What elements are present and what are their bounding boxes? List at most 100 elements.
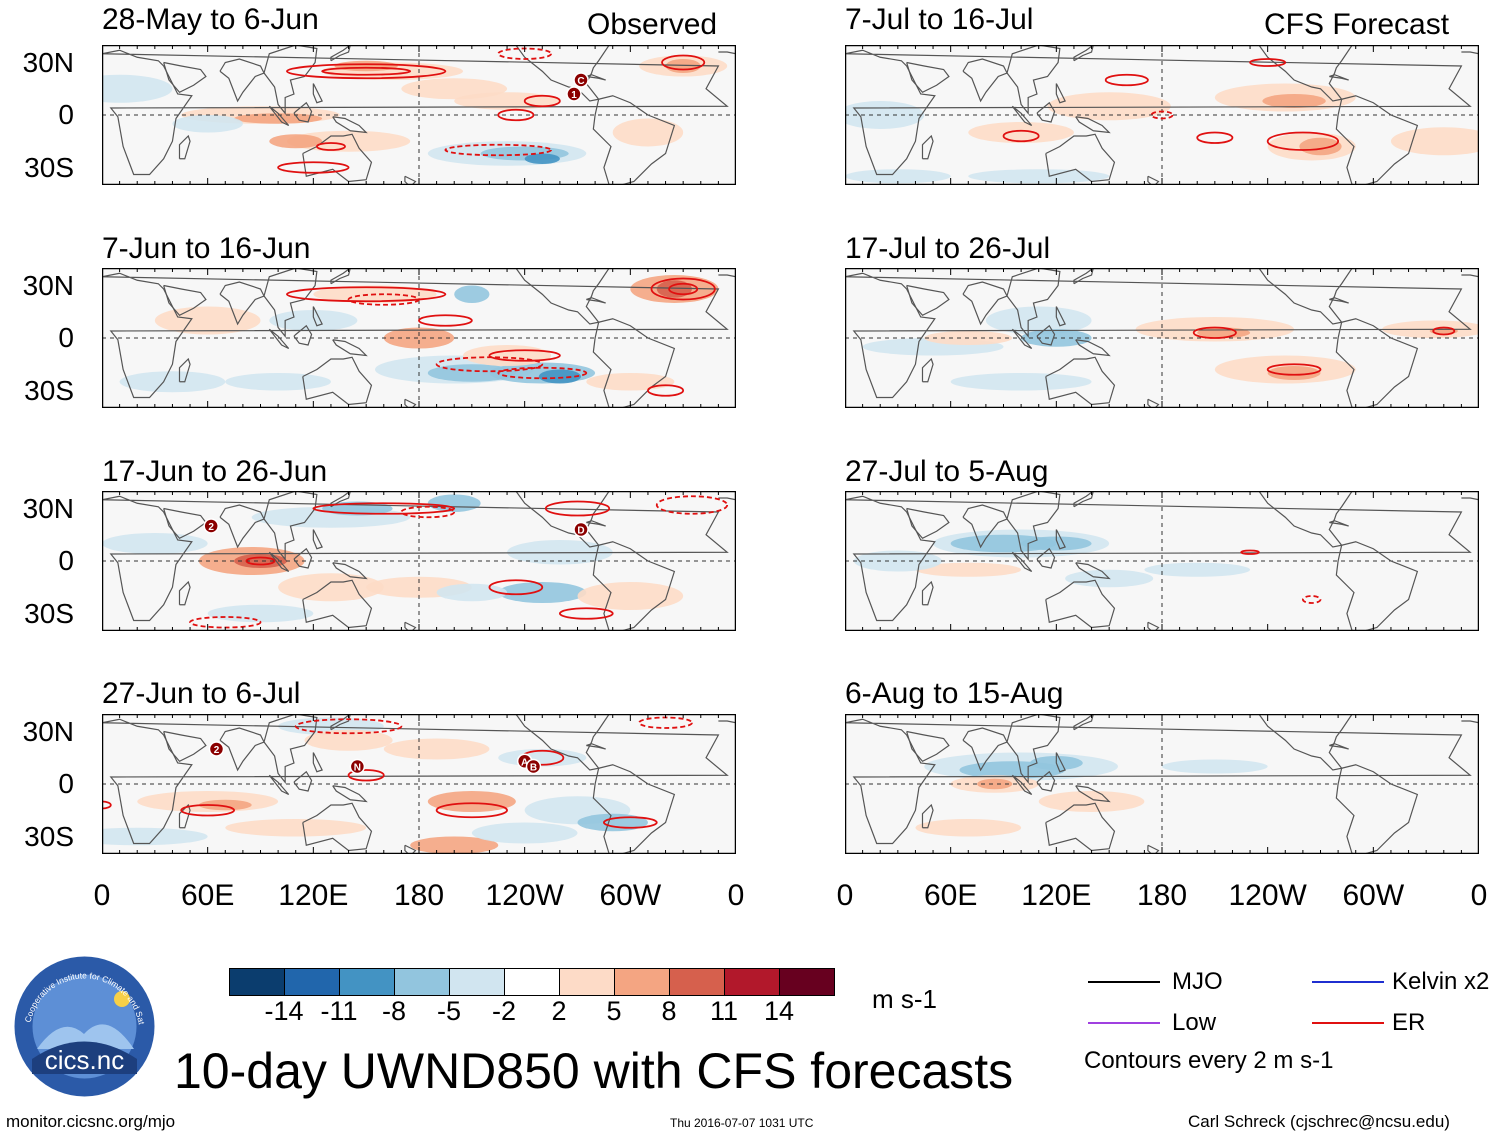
anomaly-patch [234, 113, 323, 124]
forecast-panel-4 [845, 714, 1479, 854]
er-contour [286, 63, 447, 80]
colorbar-tick-label: 14 [763, 996, 795, 1026]
anomaly-patch [119, 371, 226, 393]
colorbar-swatch [284, 969, 339, 995]
storm-marker: 1 [566, 86, 582, 102]
coastline [1073, 714, 1094, 731]
lon-label: 0 [836, 879, 854, 912]
coastline [1006, 714, 1061, 784]
er-contour [315, 142, 346, 151]
coastline [1461, 497, 1479, 501]
er-contour [400, 505, 456, 519]
right-panel-title-1: 7-Jul to 16-Jul [845, 3, 1034, 36]
colorbar [229, 968, 835, 996]
observed-panel-1-map: 1C [102, 45, 736, 185]
coastline [263, 268, 318, 338]
coastline [592, 764, 676, 854]
coastline [845, 49, 1472, 176]
coastline [586, 743, 606, 750]
coastline [1045, 802, 1116, 852]
coastline [268, 774, 290, 796]
er-contour [1192, 326, 1237, 339]
colorbar-swatch [339, 969, 394, 995]
er-legend-line [1312, 1022, 1384, 1024]
coastline [102, 49, 729, 176]
er-contour [245, 556, 276, 566]
lat-label: 30S [24, 820, 74, 852]
coastline [263, 491, 318, 561]
anomaly-patch [334, 60, 398, 72]
colorbar-tick-label: -14 [264, 996, 304, 1026]
lon-label: 0 [1470, 879, 1488, 912]
coastline [330, 45, 351, 62]
storm-marker-label: 2 [208, 522, 214, 533]
coastline [1045, 356, 1116, 406]
anomaly-patch [304, 729, 393, 751]
coastline [1329, 520, 1349, 527]
forecast-panel-3 [845, 491, 1479, 631]
lon-label: 180 [1136, 879, 1188, 912]
er-contour [497, 108, 535, 122]
coastline [178, 134, 191, 160]
coastline [718, 274, 736, 278]
lat-label: 0 [58, 322, 74, 353]
coastline [906, 61, 950, 93]
coastline [332, 339, 368, 357]
coastline [302, 356, 373, 406]
anomaly-patch [383, 738, 490, 760]
forecast-panel-2 [845, 268, 1479, 408]
anomaly-patch [586, 373, 675, 391]
anomaly-patch [102, 74, 173, 103]
anomaly-patch [524, 153, 560, 164]
storm-marker: D [573, 521, 589, 538]
coastline [1045, 133, 1116, 183]
er-contour [347, 769, 385, 782]
coastline [302, 802, 373, 852]
coastline [906, 730, 950, 762]
coastline [219, 58, 265, 103]
er-contour [435, 802, 508, 819]
coastline [1036, 101, 1056, 123]
storm-marker-label: D [577, 526, 584, 537]
coastline [1335, 541, 1419, 631]
anomaly-patch [1390, 127, 1479, 156]
anomaly-patch [427, 791, 516, 812]
coastline [1055, 529, 1066, 550]
lon-label: 60E [180, 879, 235, 912]
storm-marker-label: 1 [571, 90, 577, 101]
coastline [1011, 774, 1033, 796]
coastline [1075, 785, 1111, 803]
anomaly-patch [915, 562, 1022, 577]
coastline [592, 541, 676, 631]
anomaly-patch [1197, 327, 1251, 338]
anomaly-patch [278, 573, 384, 602]
er-legend-label: ER [1392, 1009, 1426, 1036]
coastline [845, 718, 1472, 845]
er-contour [655, 495, 729, 515]
coastline [718, 51, 736, 55]
coastline [962, 281, 1008, 326]
low-legend-label: Low [1172, 1009, 1217, 1036]
anomaly-patch [1038, 791, 1145, 812]
coastline [268, 328, 290, 350]
lon-label: 60E [923, 879, 978, 912]
colorbar-swatch [230, 969, 284, 995]
coastline [178, 580, 191, 606]
anomaly-patch [471, 822, 578, 844]
colorbar-tick-label: -8 [381, 996, 407, 1026]
forecast-panel-4-map [845, 714, 1479, 854]
lon-label: 0 [727, 879, 745, 912]
lat-label: 0 [58, 99, 74, 130]
coastline [332, 785, 368, 803]
coastline [921, 580, 934, 606]
coastline [1011, 105, 1033, 127]
lat-label: 30N [22, 269, 74, 301]
logo-text: cics.nc [45, 1045, 124, 1075]
coastline [404, 175, 417, 185]
anomaly-patch [853, 550, 942, 572]
lat-label: 30N [22, 46, 74, 78]
coastline [1006, 268, 1061, 338]
coastline [1011, 328, 1033, 350]
